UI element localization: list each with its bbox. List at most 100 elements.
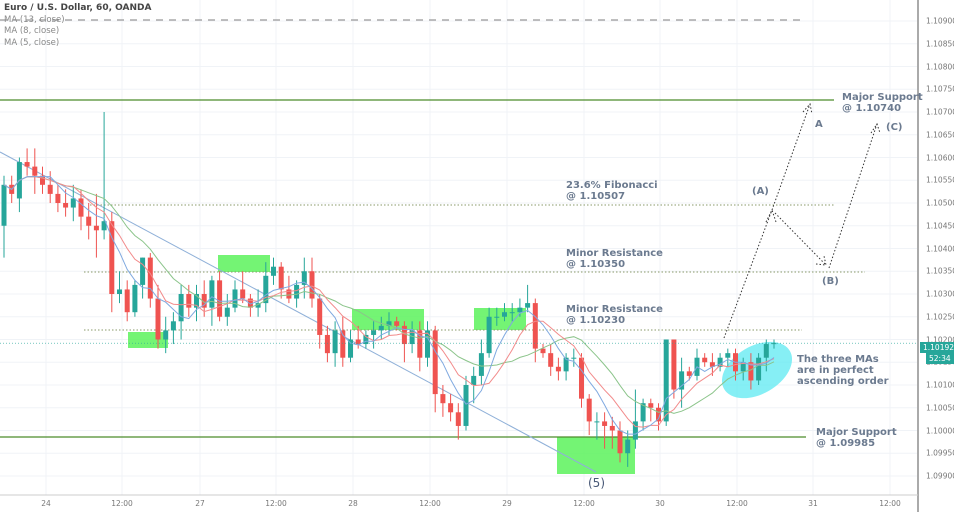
candle-body	[609, 425, 615, 431]
price-tick-label: 1.10100	[926, 380, 954, 390]
annotation-line: 23.6% Fibonacci	[566, 180, 658, 191]
candle-body	[301, 271, 307, 285]
ma5-line	[3, 176, 775, 435]
candle-body	[178, 294, 184, 322]
ma5-legend[interactable]: MA (5, close)	[4, 37, 60, 48]
candle-body	[294, 284, 300, 299]
candle-body	[93, 225, 99, 231]
highlight-zone	[352, 309, 424, 330]
price-tick-label: 1.10350	[926, 266, 954, 276]
price-tick-label: 1.10250	[926, 312, 954, 322]
candle-body	[632, 421, 638, 440]
highlight-zone	[128, 332, 168, 348]
candle-body	[63, 203, 69, 208]
ma13-legend[interactable]: MA (13, close)	[4, 14, 65, 25]
candle-body	[579, 357, 584, 399]
price-tick-label: 1.10200	[926, 335, 954, 344]
candle-body	[78, 198, 84, 217]
candle-body	[617, 430, 623, 454]
time-tick-label: 29	[502, 499, 512, 508]
candle-body	[286, 289, 292, 299]
symbol-title: Euro / U.S. Dollar, 60, OANDA	[4, 3, 152, 13]
candle-body	[640, 403, 646, 422]
candle-body	[394, 321, 400, 326]
ma-note-label: The three MAs are in perfect ascending o…	[797, 354, 889, 387]
price-tick-label: 1.10600	[926, 153, 954, 162]
candle-body	[24, 162, 30, 167]
major-support-bottom-label: Major Support @ 1.09985	[816, 427, 897, 449]
candle-body	[717, 357, 723, 367]
candle-body	[47, 184, 53, 194]
candle-body	[186, 294, 192, 308]
candle-body	[686, 371, 692, 376]
arrow-head-icon	[765, 208, 777, 223]
candle-body	[455, 412, 461, 426]
annotation-line: ascending order	[797, 376, 889, 387]
candle-body	[109, 221, 115, 294]
candle-body	[540, 348, 546, 354]
candle-body	[725, 353, 731, 358]
candle-body	[740, 362, 746, 372]
candle-body	[548, 353, 554, 367]
candle-body	[1, 184, 7, 226]
candle-body	[386, 321, 392, 326]
candle-body	[170, 321, 176, 331]
candle-body	[140, 257, 146, 285]
ma13-line	[3, 176, 775, 414]
annotation-line: @ 1.09985	[816, 438, 876, 449]
candle-body	[417, 330, 423, 358]
candle-body	[709, 362, 715, 367]
trend-line	[0, 151, 597, 473]
candle-body	[648, 403, 654, 408]
candle-body	[756, 357, 762, 381]
candle-body	[478, 353, 484, 376]
ma8-legend[interactable]: MA (8, close)	[4, 26, 60, 36]
candle-body	[525, 303, 531, 308]
candle-body	[656, 407, 661, 422]
annotation-line: @ 1.10230	[566, 315, 626, 326]
candle-body	[425, 330, 430, 358]
projection-path	[828, 123, 878, 269]
candle-body	[763, 344, 769, 358]
time-tick-label: 12:00	[419, 499, 441, 508]
price-tick-label: 1.10750	[926, 84, 954, 94]
arrow-head-icon	[870, 122, 881, 134]
time-tick-label: 31	[808, 499, 818, 508]
candle-body	[532, 303, 538, 349]
candle-body	[309, 271, 315, 299]
highlight-zone	[557, 437, 635, 474]
candle-body	[586, 398, 592, 422]
candle-body	[55, 193, 61, 203]
candle-body	[671, 339, 677, 390]
time-tick-label: 12:00	[573, 499, 595, 508]
price-tick-label: 1.10050	[926, 403, 954, 413]
candle-body	[517, 307, 523, 313]
candle-body	[240, 289, 246, 299]
annotation-line: The three MAs	[797, 354, 879, 365]
candle-body	[771, 343, 777, 345]
candle-body	[217, 280, 223, 317]
candle-body	[371, 330, 377, 335]
candle-body	[494, 316, 500, 318]
candle-body	[194, 294, 199, 308]
wave-label-5: (5)	[588, 476, 605, 490]
minor-resistance-2-label: Minor Resistance @ 1.10230	[566, 304, 663, 326]
annotation-line: Minor Resistance	[566, 248, 663, 259]
annotation-line: @ 1.10507	[566, 191, 626, 202]
candle-body	[271, 266, 276, 276]
annotation-line: are in perfect	[797, 365, 874, 376]
candle-body	[571, 357, 577, 359]
candle-body	[448, 403, 454, 413]
candle-body	[748, 362, 754, 381]
candle-body	[463, 385, 469, 426]
candle-body	[70, 198, 76, 208]
projection-path	[723, 209, 773, 339]
candle-body	[509, 312, 515, 314]
candle-body	[440, 394, 446, 404]
wave-label-c: (C)	[886, 122, 903, 133]
price-tick-label: 1.10000	[926, 426, 954, 435]
price-tick-label: 1.10800	[926, 62, 954, 71]
candle-body	[486, 316, 492, 354]
price-tick-label: 1.09950	[926, 448, 954, 458]
